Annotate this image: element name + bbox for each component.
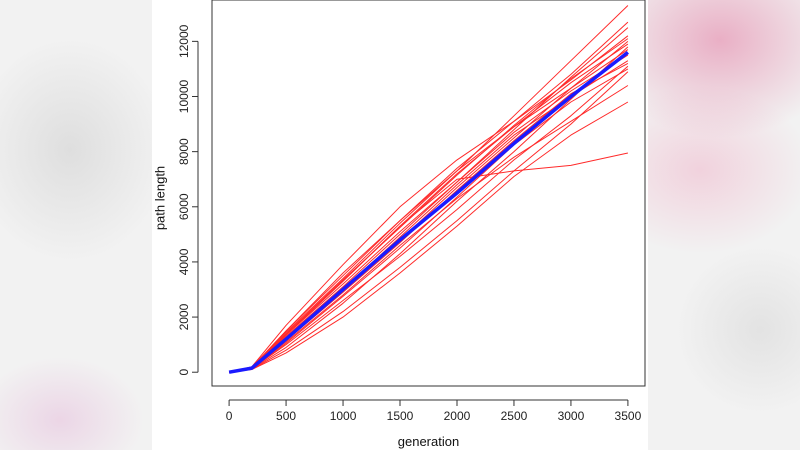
y-axis-label: path length — [153, 166, 168, 230]
run-series-line-4 — [228, 5, 629, 373]
y-tick-label: 0 — [177, 369, 191, 376]
x-tick-label: 1500 — [387, 409, 414, 423]
x-tick-label: 2000 — [444, 409, 471, 423]
chart-figure: 0 500 1000 1500 2000 2500 3000 3500 0 2000 4000 60… — [152, 0, 648, 450]
run-series-line-9 — [229, 65, 629, 373]
x-tick-label: 3500 — [615, 409, 642, 423]
y-axis: 0 2000 4000 6000 8000 10000 12000 — [177, 24, 199, 376]
y-tick-label: 6000 — [177, 193, 191, 220]
run-series-line-11 — [229, 101, 629, 373]
x-axis: 0 500 1000 1500 2000 2500 3000 3500 — [226, 399, 642, 423]
x-tick-label: 500 — [276, 409, 296, 423]
x-tick-label: 3000 — [558, 409, 585, 423]
series-layer — [228, 5, 629, 374]
x-axis-label: generation — [398, 434, 459, 449]
y-tick-label: 4000 — [177, 248, 191, 275]
y-tick-label: 10000 — [177, 79, 191, 113]
mean-series-line — [228, 51, 629, 374]
y-tick-label: 12000 — [177, 24, 191, 58]
run-series-line-18 — [229, 68, 629, 373]
x-tick-label: 0 — [226, 409, 233, 423]
run-series-line-7 — [229, 71, 629, 373]
x-tick-label: 2500 — [501, 409, 528, 423]
line-chart: 0 500 1000 1500 2000 2500 3000 3500 0 2000 4000 60… — [153, 0, 646, 449]
run-series-line-15 — [228, 49, 629, 373]
run-series-line-12 — [228, 21, 629, 373]
y-tick-label: 8000 — [177, 138, 191, 165]
plot-frame — [211, 0, 646, 387]
x-tick-label: 1000 — [330, 409, 357, 423]
y-tick-label: 2000 — [177, 303, 191, 330]
